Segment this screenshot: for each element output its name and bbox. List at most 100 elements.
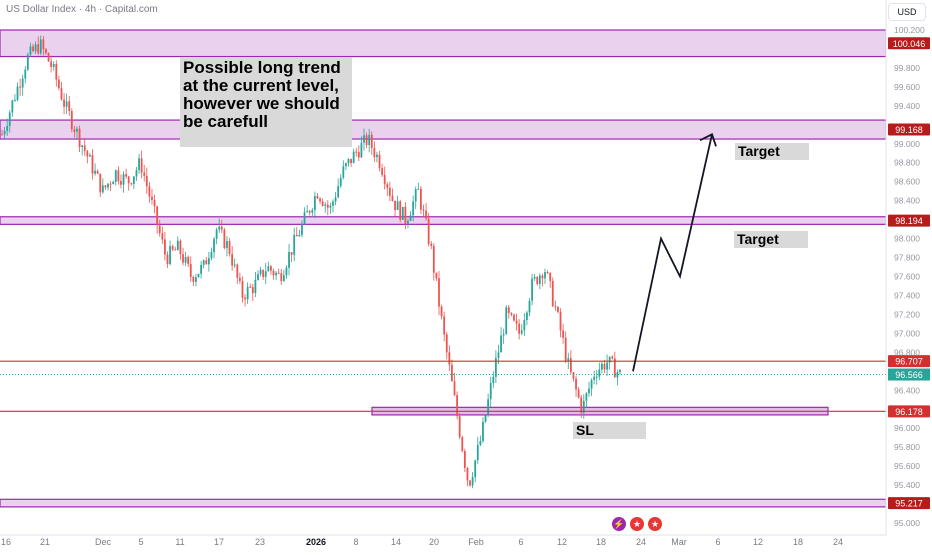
x-tick-label: 6 [518, 537, 523, 547]
candle-body [345, 163, 347, 167]
level-tag [888, 405, 930, 418]
candle-body [223, 229, 226, 249]
candle-body [536, 277, 539, 285]
x-tick-label: 11 [175, 537, 184, 547]
candle-body [101, 185, 104, 193]
candle-body [383, 174, 386, 185]
candle-body [169, 246, 171, 265]
last-price-tag [888, 368, 930, 381]
lightning-icon[interactable]: ⚡ [612, 517, 626, 531]
candle-body [412, 201, 415, 216]
candle-body [55, 63, 58, 80]
candle-body [334, 197, 337, 202]
x-tick-label: Feb [468, 537, 484, 547]
candle-body [595, 376, 598, 378]
y-tick-label: 97.800 [894, 253, 920, 263]
candle-body [73, 129, 76, 132]
candle-body [81, 145, 84, 147]
candle-body [290, 252, 293, 255]
candle-body [277, 272, 280, 274]
candle-body [233, 264, 236, 266]
x-tick-label: 24 [636, 537, 646, 547]
candle-body [275, 272, 277, 276]
y-tick-label: 98.400 [894, 196, 920, 206]
candle-body [37, 44, 40, 54]
candle-body [151, 196, 153, 201]
candle-body [21, 78, 24, 88]
annotation-target-lower[interactable]: Target [734, 231, 808, 248]
us-flag-icon[interactable]: ★ [648, 517, 662, 531]
candle-body [6, 125, 9, 131]
candle-body [432, 245, 435, 273]
candle-body [391, 195, 394, 201]
candle-body [313, 196, 316, 211]
candle-body [430, 243, 433, 246]
level-tag-label: 95.217 [895, 499, 923, 509]
zone-5 [0, 498, 887, 508]
candle-body [417, 188, 420, 190]
annotation-long-trend[interactable]: Possible long trend at the current level… [180, 57, 352, 147]
y-tick-label: 96.400 [894, 385, 920, 395]
x-tick-label: 21 [40, 537, 50, 547]
candle-body [174, 249, 177, 251]
candle-body [435, 272, 438, 279]
x-tick-label: 12 [753, 537, 763, 547]
candle-body [262, 269, 265, 277]
x-tick-label: 24 [833, 537, 843, 547]
candle-body [324, 204, 327, 206]
zone-0 [0, 29, 887, 58]
y-tick-label: 99.800 [894, 63, 920, 73]
candle-body [293, 234, 296, 255]
annotation-sl[interactable]: SL [573, 422, 646, 439]
arrow-head-icon [699, 133, 717, 147]
candle-body [215, 229, 218, 239]
candle-body [50, 61, 53, 67]
us-flag-icon[interactable]: ★ [630, 517, 644, 531]
candle-body [228, 241, 231, 254]
candle-body [414, 189, 417, 202]
candle-body [523, 320, 526, 331]
candle-body [145, 175, 148, 187]
candle-body [567, 358, 570, 361]
candle-body [321, 201, 324, 206]
candle-body [306, 211, 309, 213]
level-tag-label: 98.194 [895, 216, 923, 226]
candle-body [153, 200, 156, 207]
zone-1 [0, 119, 887, 140]
candle-body [458, 416, 461, 438]
candle-body [598, 369, 601, 377]
candle-body [127, 176, 130, 184]
candle-body [453, 381, 456, 396]
y-tick-label: 99.000 [894, 139, 920, 149]
x-tick-label: 20 [429, 537, 439, 547]
candle-body [546, 272, 549, 274]
candle-body [60, 88, 63, 100]
candle-body [135, 170, 138, 177]
candle-body [8, 112, 11, 126]
annotation-target-upper[interactable]: Target [735, 143, 809, 160]
candle-body [166, 254, 169, 265]
candle-body [404, 206, 407, 224]
candle-body [611, 356, 614, 359]
candle-body [378, 154, 381, 169]
level-tag [888, 355, 930, 368]
candle-body [78, 128, 81, 147]
x-tick-label: 17 [214, 537, 224, 547]
candle-body [99, 173, 102, 193]
y-tick-label: 97.000 [894, 328, 920, 338]
candle-body [484, 415, 487, 422]
candle-body [619, 369, 621, 373]
level-tag-label: 99.168 [895, 125, 923, 135]
y-tick-label: 96.800 [894, 347, 920, 357]
candle-body [45, 49, 47, 54]
candle-body [451, 364, 453, 382]
candle-body [246, 286, 249, 300]
currency-button[interactable]: USD [888, 3, 926, 21]
candle-body [489, 383, 492, 400]
candle-body [373, 148, 376, 158]
candle-body [497, 352, 500, 358]
candle-body [249, 286, 252, 288]
candle-body [125, 174, 128, 177]
